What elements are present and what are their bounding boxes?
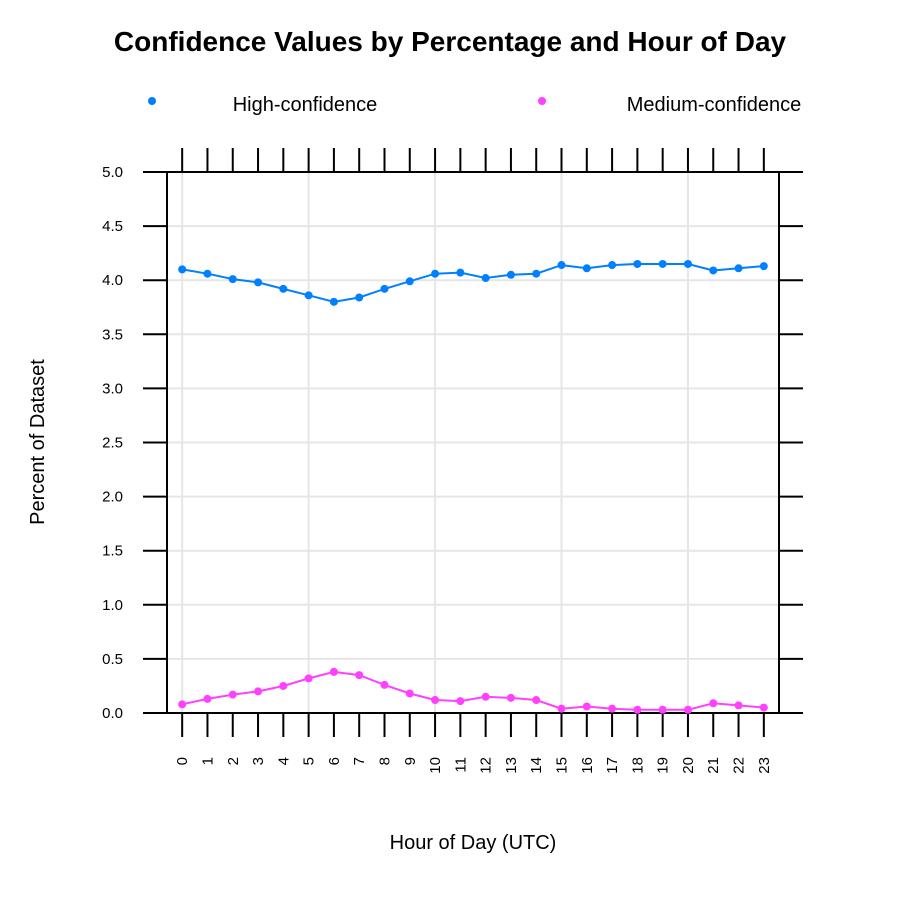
x-tick-label: 0: [174, 757, 191, 765]
data-point: [633, 705, 642, 714]
data-point: [228, 690, 237, 699]
x-tick-label: 17: [604, 757, 621, 774]
data-point: [329, 667, 338, 676]
data-point: [203, 694, 212, 703]
x-tick-label: 8: [376, 757, 393, 765]
data-point: [709, 699, 718, 708]
data-point: [557, 261, 566, 270]
data-point: [506, 270, 515, 279]
data-point: [456, 268, 465, 277]
y-tick-label: 4.5: [102, 218, 123, 235]
x-tick-label: 6: [326, 757, 343, 765]
series-line-1: [181, 670, 764, 711]
data-point: [759, 703, 768, 712]
data-point: [355, 293, 364, 302]
y-tick-label: 1.5: [102, 543, 123, 560]
y-tick-label: 2.0: [102, 489, 123, 506]
data-point: [658, 259, 667, 268]
legend-label: High-confidence: [233, 94, 378, 116]
chart-title: Confidence Values by Percentage and Hour…: [114, 26, 787, 57]
data-point: [304, 674, 313, 683]
x-tick-label: 16: [579, 757, 596, 774]
legend-label: Medium-confidence: [627, 94, 802, 116]
data-point: [734, 701, 743, 710]
x-tick-label: 11: [452, 757, 469, 773]
data-point: [355, 671, 364, 680]
legend-marker: [538, 97, 546, 105]
data-point: [759, 262, 768, 271]
y-axis-title: Percent of Dataset: [27, 359, 49, 525]
data-point: [254, 687, 263, 696]
x-axis-title: Hour of Day (UTC): [390, 832, 557, 854]
data-point: [481, 274, 490, 283]
data-point: [203, 269, 212, 278]
data-point: [304, 291, 313, 300]
data-point: [456, 697, 465, 706]
data-point: [329, 297, 338, 306]
data-point: [380, 284, 389, 293]
x-tick-label: 5: [301, 757, 318, 765]
x-tick-label: 22: [731, 757, 748, 774]
x-tick-label: 12: [478, 757, 495, 774]
data-point: [582, 702, 591, 711]
x-tick-label: 4: [275, 757, 292, 765]
data-point: [582, 264, 591, 273]
data-point: [506, 693, 515, 702]
data-point: [254, 278, 263, 287]
x-tick-label: 2: [225, 757, 242, 765]
x-tick-label: 13: [503, 757, 520, 774]
x-tick-label: 10: [427, 757, 444, 774]
x-tick-label: 18: [629, 757, 646, 774]
data-point: [608, 261, 617, 270]
data-point: [658, 705, 667, 714]
data-point: [734, 264, 743, 273]
data-point: [431, 269, 440, 278]
data-point: [481, 692, 490, 701]
y-tick-label: 0.5: [102, 651, 123, 668]
y-tick-label: 0.0: [102, 705, 123, 722]
data-point: [405, 277, 414, 286]
data-point: [405, 689, 414, 698]
x-tick-label: 21: [705, 757, 722, 774]
y-tick-label: 5.0: [102, 164, 123, 181]
data-point: [683, 259, 692, 268]
data-point: [279, 681, 288, 690]
x-tick-label: 3: [250, 757, 267, 765]
data-point: [532, 269, 541, 278]
data-point: [228, 275, 237, 284]
x-tick-label: 1: [199, 757, 216, 765]
series-line-0: [182, 263, 764, 303]
data-point: [532, 696, 541, 705]
y-tick-label: 4.0: [102, 272, 123, 289]
y-tick-label: 2.5: [102, 435, 123, 452]
x-tick-label: 20: [680, 757, 697, 774]
axes: 0.00.51.01.52.02.53.03.54.04.55.00 1 2 3 4 5 6…: [102, 148, 803, 774]
x-tick-label: 15: [554, 757, 571, 774]
x-tick-label: 14: [528, 757, 545, 774]
data-point: [683, 705, 692, 714]
x-tick-label: 7: [351, 757, 368, 765]
legend: High-confidence Medium-confidence: [148, 94, 801, 116]
data-point: [557, 704, 566, 713]
data-point: [380, 680, 389, 689]
y-tick-label: 1.0: [102, 597, 123, 614]
data-point: [633, 259, 642, 268]
data-point: [178, 265, 187, 274]
x-tick-label: 9: [402, 757, 419, 765]
data-point: [608, 704, 617, 713]
data-point: [178, 700, 187, 709]
grid: [167, 171, 779, 714]
data-point: [431, 696, 440, 705]
x-tick-label: 23: [756, 757, 773, 774]
data-point: [279, 284, 288, 293]
x-tick-label: 19: [655, 757, 672, 774]
data-point: [709, 266, 718, 275]
legend-marker: [148, 97, 156, 105]
y-tick-label: 3.5: [102, 326, 123, 343]
y-tick-label: 3.0: [102, 380, 123, 397]
series-layer: [178, 259, 768, 714]
